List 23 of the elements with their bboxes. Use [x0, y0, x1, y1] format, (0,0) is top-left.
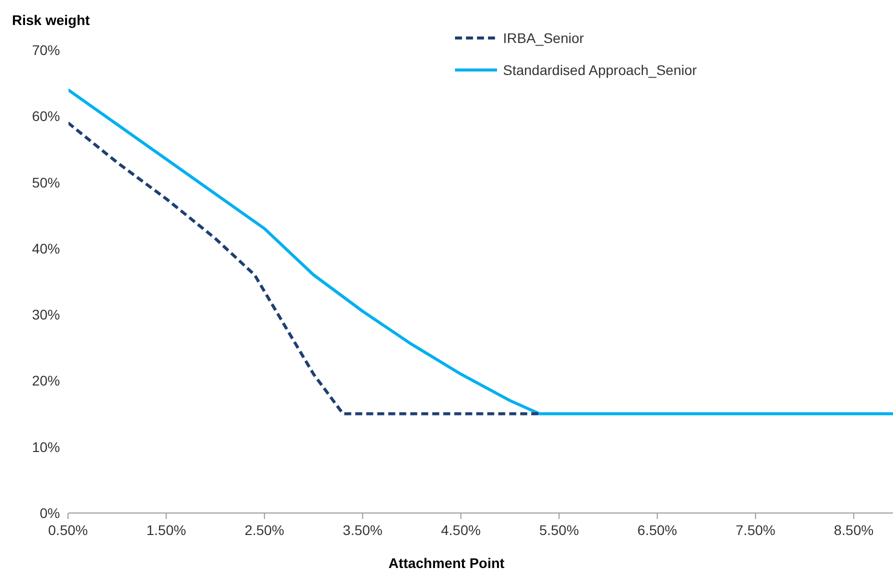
y-tick-label: 60% — [32, 108, 60, 124]
y-tick-label: 50% — [32, 174, 60, 190]
y-tick-label: 40% — [32, 240, 60, 256]
x-tick-label: 3.50% — [342, 522, 382, 538]
line-series — [68, 88, 893, 416]
x-tick-label: 4.50% — [441, 522, 481, 538]
x-tick-label: 0.50% — [48, 522, 88, 538]
line-series — [68, 121, 541, 416]
x-tick-label: 2.50% — [244, 522, 284, 538]
y-tick-label: 70% — [32, 42, 60, 58]
x-tick-label: 7.50% — [736, 522, 776, 538]
x-tick-label: 5.50% — [539, 522, 579, 538]
legend-label: Standardised Approach_Senior — [503, 62, 697, 78]
y-axis-title: Risk weight — [12, 12, 90, 28]
legend-label: IRBA_Senior — [503, 30, 584, 46]
x-tick-label: 6.50% — [637, 522, 678, 538]
y-tick-label: 30% — [32, 306, 60, 323]
y-tick-label: 10% — [32, 438, 60, 455]
x-tick-label: 8.50% — [834, 522, 874, 538]
y-tick-label: 0% — [40, 504, 60, 521]
x-tick-label: 1.50% — [146, 522, 186, 538]
y-tick-label: 20% — [32, 372, 60, 389]
x-axis-title: Attachment Point — [388, 555, 506, 571]
